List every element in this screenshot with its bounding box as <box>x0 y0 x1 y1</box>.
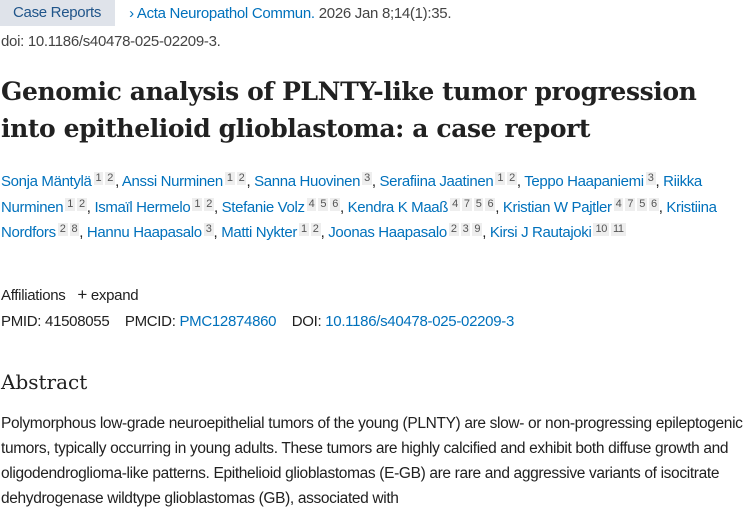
affiliation-ref[interactable]: 2 <box>77 197 87 211</box>
author: Ismaïl Hermelo 1 2, <box>94 197 222 216</box>
affiliation-ref[interactable]: 7 <box>461 197 472 211</box>
author-link[interactable]: Stefanie Volz <box>221 198 305 216</box>
affiliation-ref[interactable]: 4 <box>306 197 317 211</box>
citation-bar: Case Reports › Acta Neuropathol Commun. … <box>0 0 451 26</box>
author: Hannu Haapasalo 3, <box>86 223 222 241</box>
affiliation-ref[interactable]: 2 <box>236 172 247 185</box>
affiliation-ref[interactable]: 7 <box>625 197 636 211</box>
affiliation-ref[interactable]: 6 <box>648 197 659 211</box>
author: Kirsi J Rautajoki 10 11 <box>489 223 626 241</box>
expand-label[interactable]: expand <box>90 287 139 304</box>
affiliation-ref[interactable]: 1 <box>299 223 309 236</box>
affiliation-ref[interactable]: 2 <box>204 197 214 211</box>
affiliation-ref[interactable]: 9 <box>472 223 483 236</box>
affiliation-ref[interactable]: 1 <box>65 197 76 211</box>
affiliation-ref[interactable]: 2 <box>310 223 321 236</box>
affiliations-row: Affiliations + expand <box>1 285 139 305</box>
affiliation-ref[interactable]: 1 <box>93 172 104 185</box>
author-link[interactable]: Sonja Mäntylä <box>1 173 92 190</box>
author: Matti Nykter 1 2, <box>221 223 329 241</box>
author: Teppo Haapaniemi 3, <box>524 172 664 190</box>
author-link[interactable]: Teppo Haapaniemi <box>524 173 644 190</box>
author: Anssi Nurminen 1 2, <box>121 172 255 190</box>
author-link[interactable]: Kendra K Maaß <box>347 198 449 216</box>
abstract-heading: Abstract <box>1 370 88 394</box>
affiliation-ref[interactable]: 11 <box>610 223 626 236</box>
affiliation-ref[interactable]: 6 <box>485 197 496 211</box>
pmid-label: PMID: <box>1 313 42 330</box>
affiliation-ref[interactable]: 5 <box>318 197 329 211</box>
chevron-right-icon: › <box>129 4 134 22</box>
affiliation-ref[interactable]: 8 <box>69 223 80 236</box>
affiliation-ref[interactable]: 5 <box>473 197 484 211</box>
author-link[interactable]: Serafiina Jaatinen <box>379 173 494 190</box>
author-link[interactable]: Hannu Haapasalo <box>86 224 202 241</box>
author: Serafiina Jaatinen 1 2, <box>379 172 525 190</box>
author: Kristian W Pajtler 4 7 5 6, <box>502 197 667 216</box>
author-link[interactable]: Kristiina Nordfors <box>1 198 717 242</box>
pmcid-link[interactable]: PMC12874860 <box>179 313 277 330</box>
author-link[interactable]: Sanna Huovinen <box>254 173 361 190</box>
affiliation-ref[interactable]: 4 <box>450 197 460 211</box>
affiliation-ref[interactable]: 3 <box>203 223 214 236</box>
author-link[interactable]: Ismaïl Hermelo <box>94 198 191 216</box>
doi-label: DOI: <box>291 313 322 330</box>
author-link[interactable]: Kristian W Pajtler <box>502 198 612 216</box>
pmcid-label: PMCID: <box>124 313 176 330</box>
author: Kendra K Maaß 4 7 5 6, <box>347 197 503 216</box>
author-link[interactable]: Kirsi J Rautajoki <box>489 224 592 241</box>
affiliation-ref[interactable]: 2 <box>57 223 68 236</box>
affiliation-ref[interactable]: 3 <box>645 172 656 185</box>
author: Kristiina Nordfors 2 8, <box>1 198 717 242</box>
author: Riikka Nurminen 1 2, <box>1 173 702 216</box>
plus-icon: + <box>77 285 88 304</box>
author-list: Sonja Mäntylä 1 2, Anssi Nurminen 1 2, Sanna… <box>1 169 746 246</box>
affiliation-ref[interactable]: 10 <box>593 223 609 236</box>
author-link[interactable]: Joonas Haapasalo <box>328 224 447 241</box>
affiliation-ref[interactable]: 5 <box>637 197 647 211</box>
journal-link[interactable]: › Acta Neuropathol Commun. <box>129 5 315 22</box>
citation-text: 2026 Jan 8;14(1):35. <box>318 4 452 22</box>
doi-link[interactable]: 10.1186/s40478-025-02209-3 <box>325 313 514 330</box>
article-type-badge: Case Reports <box>0 0 116 26</box>
author-link[interactable]: Anssi Nurminen <box>121 173 223 190</box>
author: Joonas Haapasalo 2 3 9, <box>328 223 490 241</box>
abstract-text: Polymorphous low-grade neuroepithelial t… <box>1 415 743 507</box>
affiliation-ref[interactable]: 1 <box>224 172 235 185</box>
doi-text: doi: 10.1186/s40478-025-02209-3. <box>1 33 221 50</box>
affiliation-ref[interactable]: 4 <box>613 197 624 211</box>
affiliation-ref[interactable]: 6 <box>330 197 340 211</box>
affiliation-ref[interactable]: 2 <box>507 172 517 185</box>
author: Sonja Mäntylä 1 2, <box>1 172 122 190</box>
identifiers: PMID: 41508055 PMCID: PMC12874860 DOI: 1… <box>1 313 514 330</box>
affiliation-ref[interactable]: 1 <box>192 197 203 211</box>
affiliations-label: Affiliations <box>1 287 66 304</box>
affiliation-ref[interactable]: 3 <box>362 172 372 185</box>
affiliation-ref[interactable]: 2 <box>105 172 116 185</box>
author: Stefanie Volz 4 5 6, <box>221 197 348 216</box>
author-link[interactable]: Riikka Nurminen <box>1 173 702 216</box>
article-title: Genomic analysis of PLNTY-like tumor pro… <box>1 77 697 143</box>
affiliation-ref[interactable]: 1 <box>495 172 506 185</box>
expand-affiliations-button[interactable]: + expand <box>69 285 139 304</box>
journal-name[interactable]: Acta Neuropathol Commun. <box>136 4 315 22</box>
pmid-value: 41508055 <box>45 313 110 330</box>
author: Sanna Huovinen 3, <box>254 172 380 190</box>
affiliation-ref[interactable]: 3 <box>460 223 471 236</box>
affiliation-ref[interactable]: 2 <box>448 223 459 236</box>
author-link[interactable]: Matti Nykter <box>221 224 297 241</box>
